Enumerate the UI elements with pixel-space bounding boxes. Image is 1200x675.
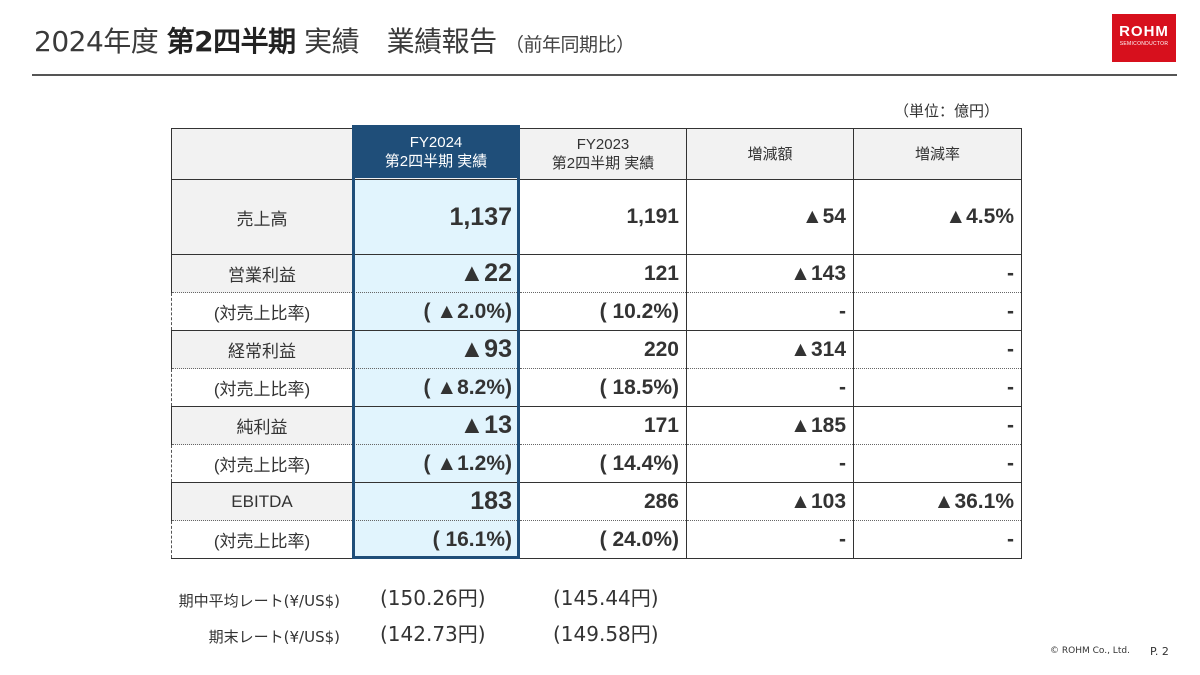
- rate-average-fy2024: (150.26円): [380, 586, 486, 610]
- logo-brand: ROHM: [1119, 23, 1169, 40]
- sales-fy2023: 1,191: [519, 179, 687, 255]
- ebitda-margin-fy2023: ( 24.0%): [519, 520, 687, 559]
- ebitda-rate: ▲36.1%: [853, 482, 1022, 521]
- row-label-net-margin: (対売上比率): [171, 444, 353, 483]
- header-corner: [171, 128, 353, 180]
- table-row-ordinary-margin: (対売上比率) ( ▲8.2%) ( 18.5%) - -: [171, 368, 1022, 407]
- operating-margin-fy2023: ( 10.2%): [519, 292, 687, 331]
- rate-label-average: 期中平均レート(¥/US$): [178, 592, 340, 610]
- operating-profit-rate: -: [853, 254, 1022, 293]
- results-table: FY2023 第2四半期 実績 増減額 増減率 売上高 1,137 1,191 ▲…: [171, 128, 1022, 559]
- title-divider: [32, 74, 1177, 76]
- sales-rate: ▲4.5%: [853, 179, 1022, 255]
- sales-fy2024: 1,137: [352, 179, 520, 255]
- operating-profit-fy2023: 121: [519, 254, 687, 293]
- rate-period-end-fy2023: (149.58円): [553, 622, 659, 646]
- title-quarter: 第2四半期: [166, 25, 296, 58]
- fy2024-header-line1: FY2024: [409, 134, 463, 151]
- net-profit-diff: ▲185: [686, 406, 854, 445]
- table-header-row: FY2023 第2四半期 実績 増減額 増減率: [171, 128, 1022, 180]
- ordinary-profit-fy2024: ▲93: [352, 330, 520, 369]
- table-row-ordinary-profit: 経常利益 ▲93 220 ▲314 -: [171, 330, 1022, 369]
- ordinary-profit-diff: ▲314: [686, 330, 854, 369]
- operating-margin-rate: -: [853, 292, 1022, 331]
- ebitda-fy2024: 183: [352, 482, 520, 521]
- page-number: P. 2: [1150, 645, 1169, 658]
- row-label-ebitda-margin: (対売上比率): [171, 520, 353, 559]
- operating-margin-diff: -: [686, 292, 854, 331]
- header-diff: 増減額: [686, 128, 854, 180]
- ordinary-profit-rate: -: [853, 330, 1022, 369]
- net-profit-fy2023: 171: [519, 406, 687, 445]
- ebitda-fy2023: 286: [519, 482, 687, 521]
- row-label-net-profit: 純利益: [171, 406, 353, 445]
- copyright: © ROHM Co., Ltd.: [1050, 646, 1130, 656]
- row-label-ordinary-margin: (対売上比率): [171, 368, 353, 407]
- ordinary-profit-fy2023: 220: [519, 330, 687, 369]
- net-margin-rate: -: [853, 444, 1022, 483]
- net-profit-fy2024: ▲13: [352, 406, 520, 445]
- logo-tagline: SEMICONDUCTOR: [1119, 41, 1169, 47]
- operating-profit-fy2024: ▲22: [352, 254, 520, 293]
- net-margin-fy2023: ( 14.4%): [519, 444, 687, 483]
- table-row-net-profit: 純利益 ▲13 171 ▲185 -: [171, 406, 1022, 445]
- rate-period-end-fy2024: (142.73円): [380, 622, 486, 646]
- row-label-ebitda: EBITDA: [171, 482, 353, 521]
- rate-average-fy2023: (145.44円): [553, 586, 659, 610]
- title-year: 2024年度: [34, 25, 159, 58]
- net-margin-fy2024: ( ▲1.2%): [352, 444, 520, 483]
- operating-profit-diff: ▲143: [686, 254, 854, 293]
- ordinary-margin-diff: -: [686, 368, 854, 407]
- ebitda-margin-rate: -: [853, 520, 1022, 559]
- fy2024-column-header: FY2024 第2四半期 実績: [352, 125, 520, 178]
- row-label-operating-margin: (対売上比率): [171, 292, 353, 331]
- title-subtitle: （前年同期比）: [504, 34, 635, 56]
- header-fy2023-line2: 第2四半期 実績: [551, 155, 655, 172]
- ordinary-margin-fy2024: ( ▲8.2%): [352, 368, 520, 407]
- title-main: 実績 業績報告: [304, 25, 497, 58]
- header-rate: 増減率: [853, 128, 1022, 180]
- row-label-operating-profit: 営業利益: [171, 254, 353, 293]
- rate-label-period-end: 期末レート(¥/US$): [208, 628, 340, 646]
- unit-note: （単位：億円）: [894, 102, 1000, 120]
- rohm-logo: ROHM SEMICONDUCTOR: [1112, 14, 1176, 62]
- fy2024-header-line2: 第2四半期 実績: [384, 153, 488, 170]
- net-margin-diff: -: [686, 444, 854, 483]
- row-label-ordinary-profit: 経常利益: [171, 330, 353, 369]
- sales-diff: ▲54: [686, 179, 854, 255]
- table-row-net-margin: (対売上比率) ( ▲1.2%) ( 14.4%) - -: [171, 444, 1022, 483]
- header-fy2023-line1: FY2023: [576, 136, 630, 153]
- table-row-sales: 売上高 1,137 1,191 ▲54 ▲4.5%: [171, 179, 1022, 255]
- table-row-ebitda-margin: (対売上比率) ( 16.1%) ( 24.0%) - -: [171, 520, 1022, 559]
- operating-margin-fy2024: ( ▲2.0%): [352, 292, 520, 331]
- table-row-ebitda: EBITDA 183 286 ▲103 ▲36.1%: [171, 482, 1022, 521]
- ordinary-margin-fy2023: ( 18.5%): [519, 368, 687, 407]
- ebitda-diff: ▲103: [686, 482, 854, 521]
- header-fy2023: FY2023 第2四半期 実績: [519, 128, 687, 180]
- ebitda-margin-fy2024: ( 16.1%): [352, 520, 520, 559]
- row-label-sales: 売上高: [171, 179, 353, 255]
- table-row-operating-margin: (対売上比率) ( ▲2.0%) ( 10.2%) - -: [171, 292, 1022, 331]
- ebitda-margin-diff: -: [686, 520, 854, 559]
- net-profit-rate: -: [853, 406, 1022, 445]
- ordinary-margin-rate: -: [853, 368, 1022, 407]
- page-title: 2024年度 第2四半期 実績 業績報告 （前年同期比）: [34, 20, 635, 60]
- table-row-operating-profit: 営業利益 ▲22 121 ▲143 -: [171, 254, 1022, 293]
